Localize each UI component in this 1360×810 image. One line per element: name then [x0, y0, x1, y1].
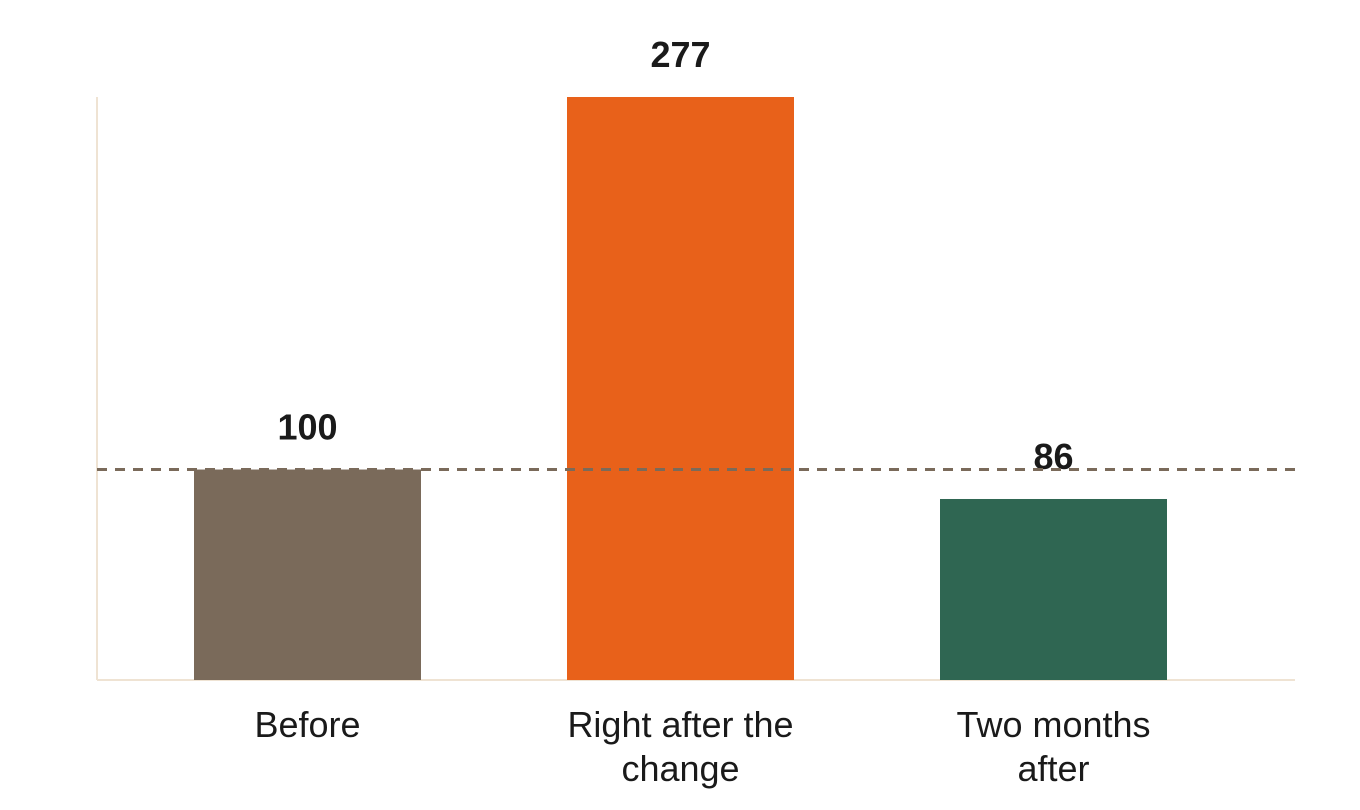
value-label: 277: [650, 34, 710, 75]
x-tick-label: Before: [254, 704, 361, 745]
value-label: 100: [277, 407, 337, 448]
bar: [567, 97, 794, 680]
bar: [194, 469, 421, 680]
x-tick-label: Right after the change: [567, 704, 794, 789]
x-tick-label: Two months after: [956, 704, 1151, 789]
bar: [940, 498, 1167, 680]
